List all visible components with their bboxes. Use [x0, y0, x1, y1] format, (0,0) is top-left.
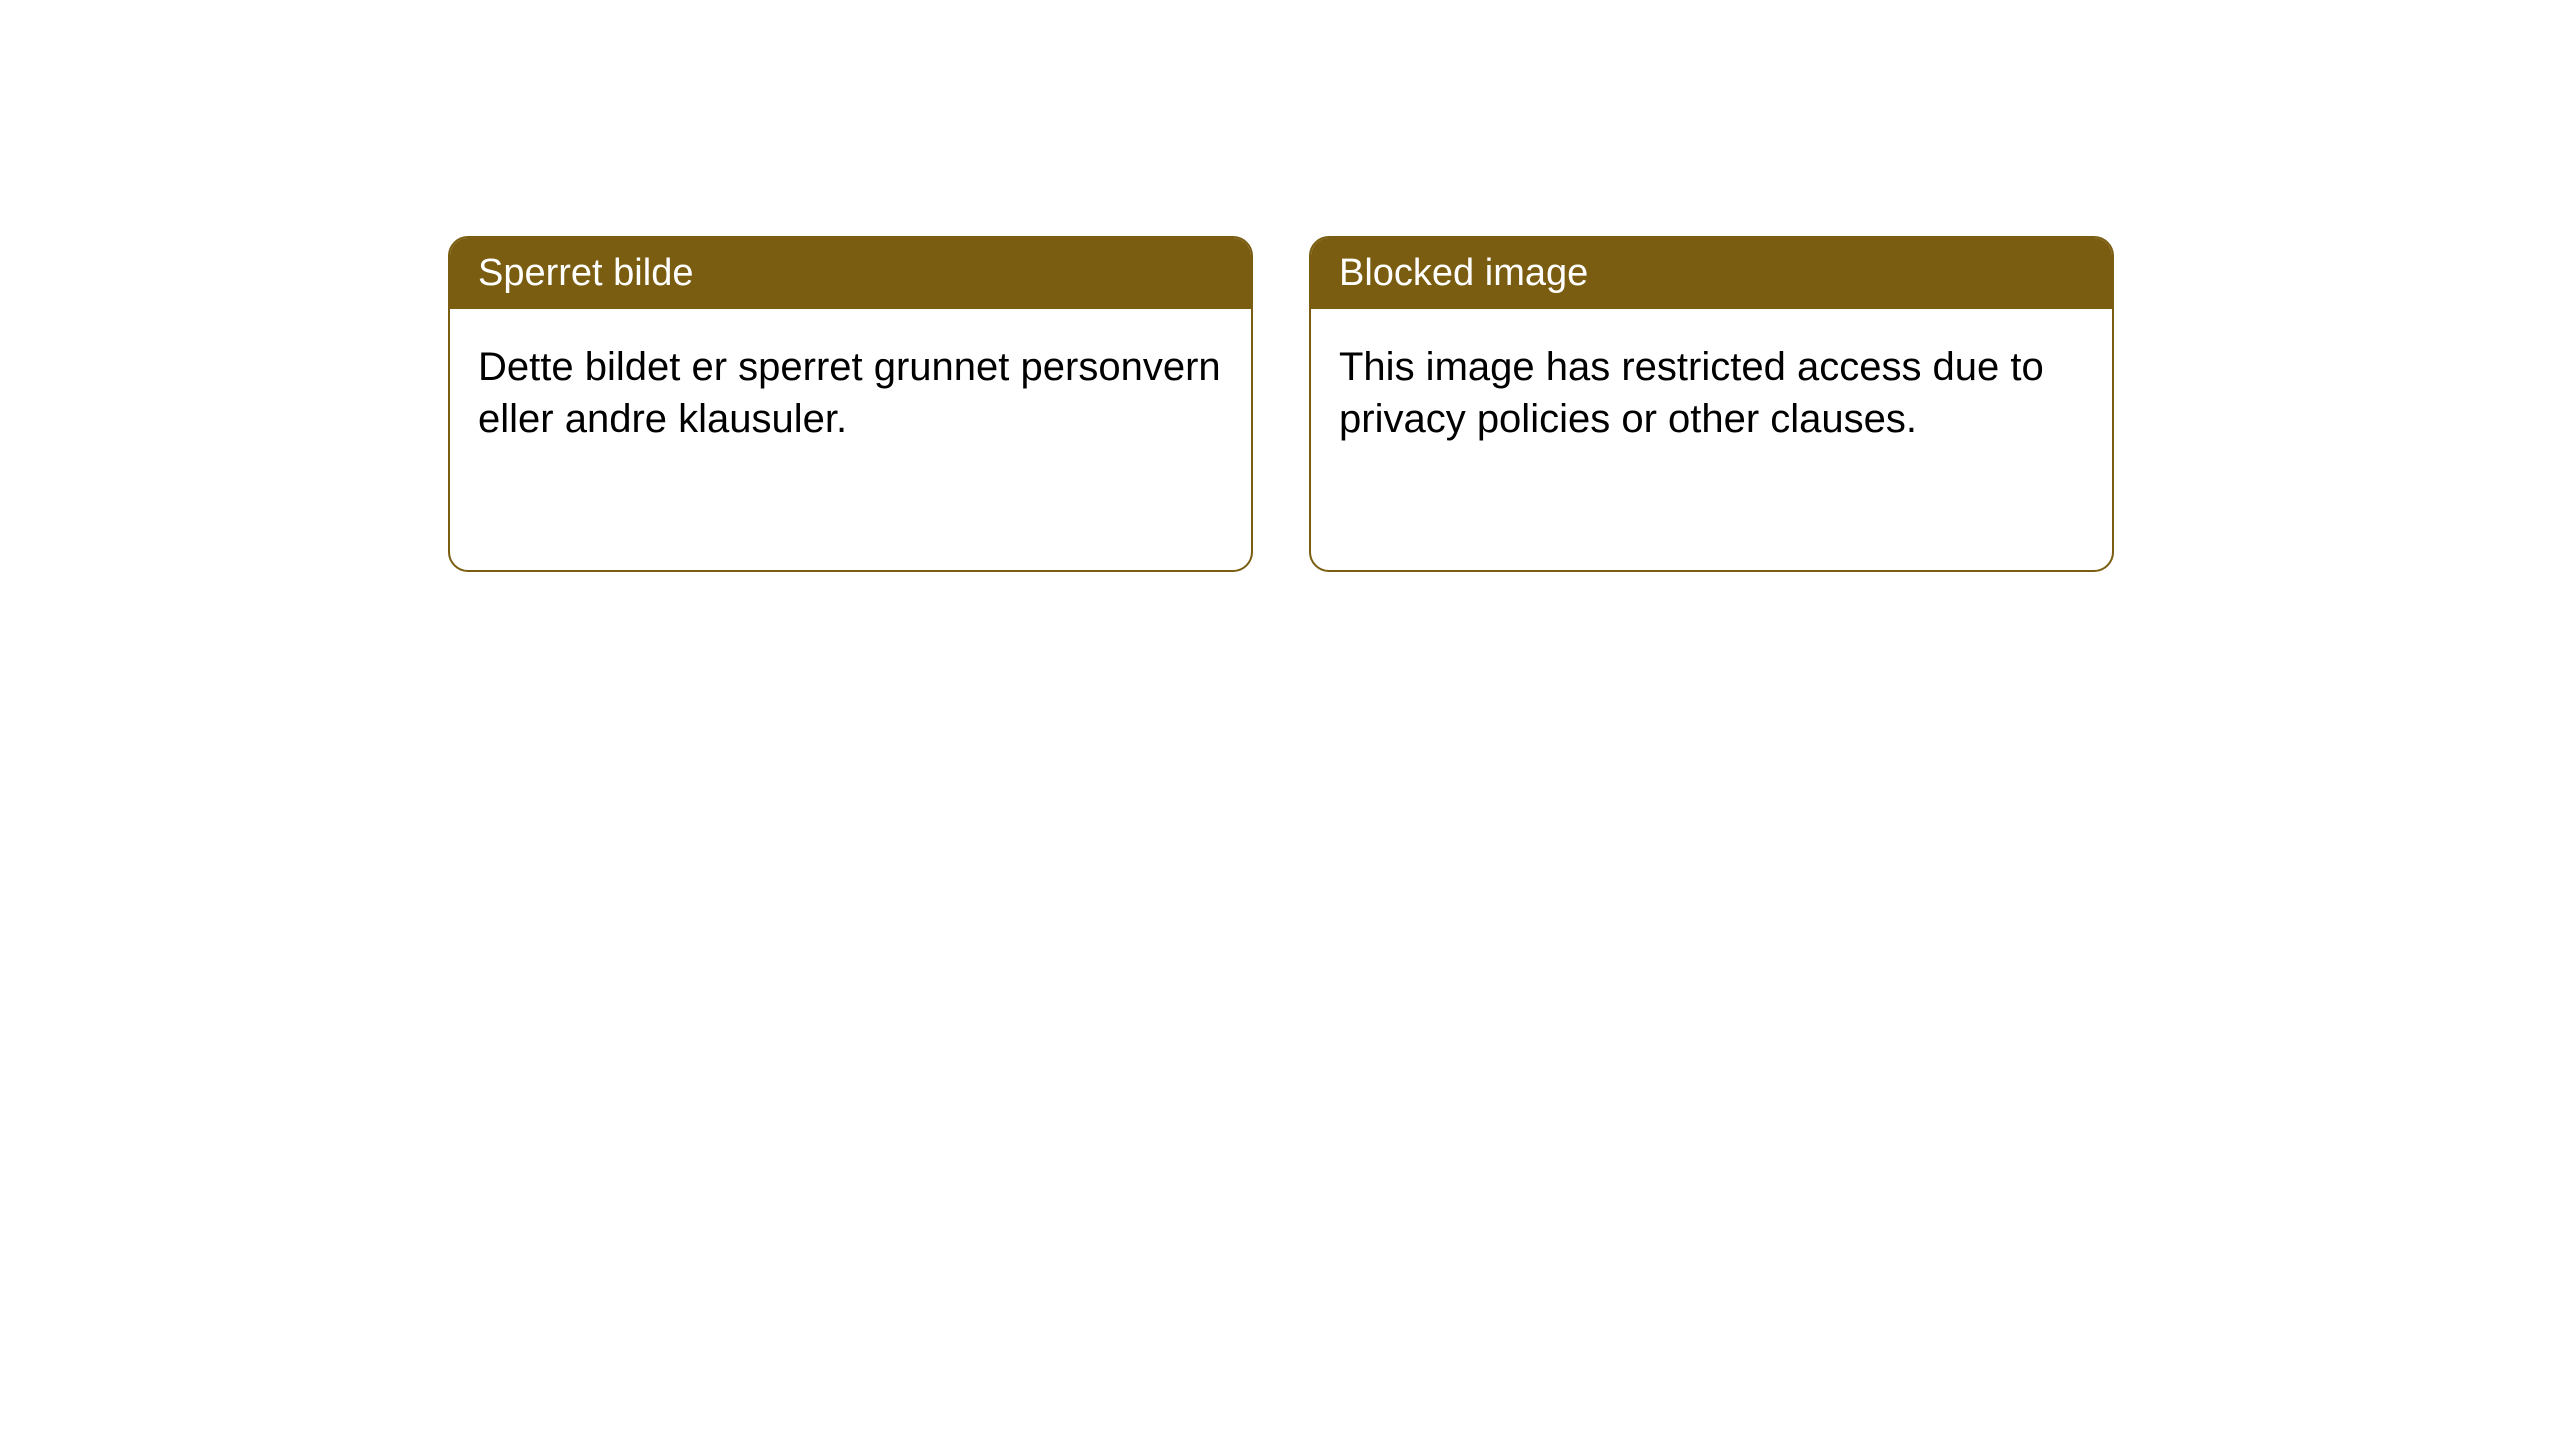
- card-message-english: This image has restricted access due to …: [1339, 345, 2044, 441]
- card-body-english: This image has restricted access due to …: [1311, 309, 2112, 477]
- card-header-english: Blocked image: [1311, 238, 2112, 309]
- card-title-norwegian: Sperret bilde: [478, 252, 693, 294]
- card-message-norwegian: Dette bildet er sperret grunnet personve…: [478, 345, 1221, 441]
- card-body-norwegian: Dette bildet er sperret grunnet personve…: [450, 309, 1251, 477]
- card-title-english: Blocked image: [1339, 252, 1588, 294]
- blocked-image-card-english: Blocked image This image has restricted …: [1309, 236, 2114, 572]
- notice-container: Sperret bilde Dette bildet er sperret gr…: [448, 236, 2114, 572]
- blocked-image-card-norwegian: Sperret bilde Dette bildet er sperret gr…: [448, 236, 1253, 572]
- card-header-norwegian: Sperret bilde: [450, 238, 1251, 309]
